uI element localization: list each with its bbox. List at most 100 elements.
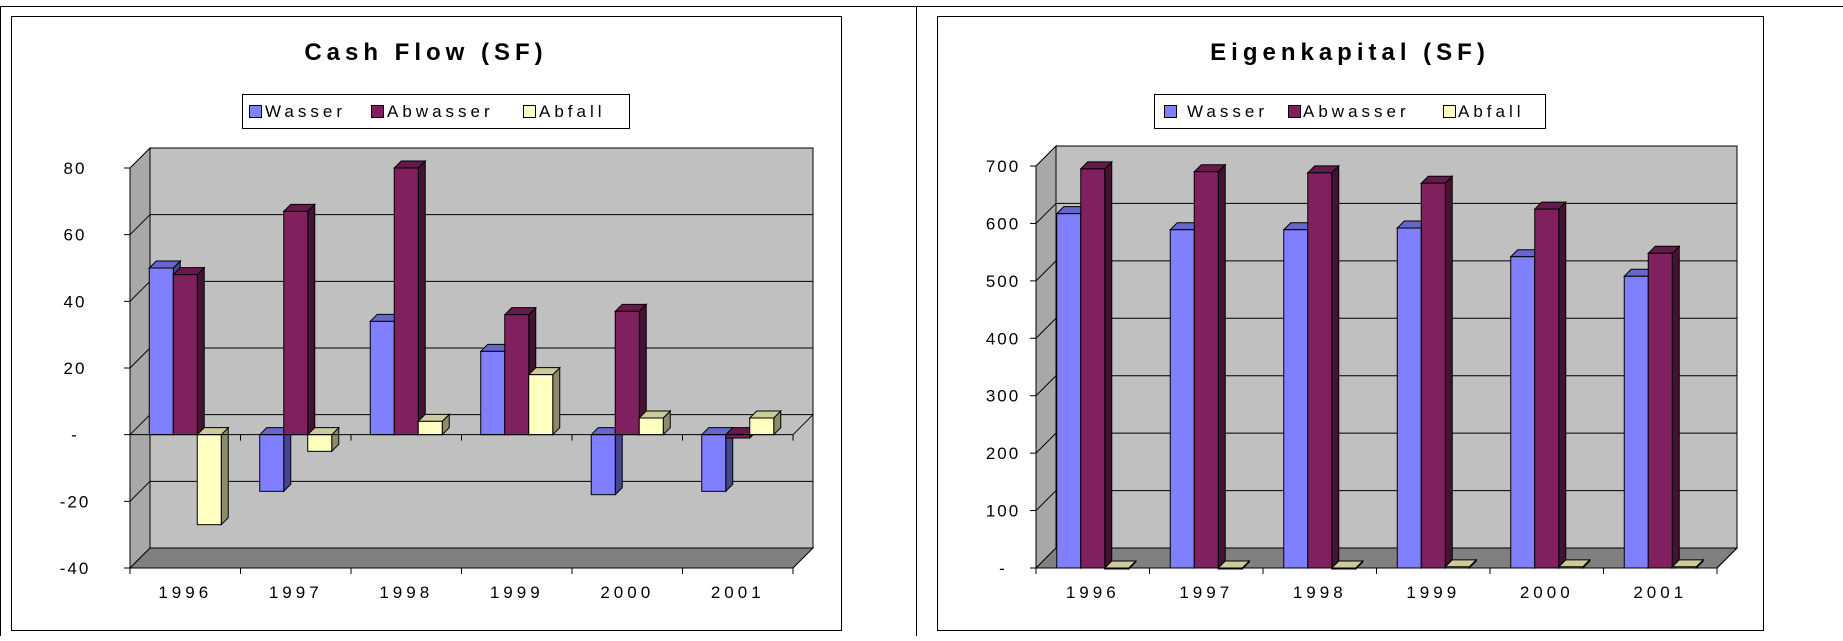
y-tick-label: 200 (986, 444, 1020, 463)
bar-front (1420, 182, 1446, 569)
bar-abwasser-1996 (1079, 160, 1113, 570)
legend-swatch-abwasser (1288, 105, 1301, 118)
bar-side (307, 203, 316, 436)
legend-label-abwasser: Abwasser (1303, 102, 1410, 121)
legend-label-abfall: Abfall (539, 102, 606, 121)
y-tick-label: 300 (986, 387, 1020, 406)
bar-side (1104, 160, 1113, 570)
legend-box (1154, 94, 1546, 129)
gridline (1035, 260, 1057, 282)
legend-swatch-wasser (1164, 105, 1177, 118)
bar-side (1331, 164, 1340, 570)
gridline (129, 347, 151, 369)
bar-front (196, 434, 222, 526)
y-tick-label: 80 (64, 159, 87, 178)
gridline (129, 480, 151, 502)
x-tick-label: 2000 (600, 583, 654, 602)
x-tick-label: 1996 (158, 583, 212, 602)
bar-front (590, 434, 616, 496)
bar-abwasser-2001 (1647, 245, 1681, 570)
bar-front (417, 420, 443, 436)
bar-abfall-1996 (196, 426, 230, 526)
bar-front (701, 434, 727, 492)
bar-abfall-1999 (527, 366, 561, 436)
bar-abfall-2001 (748, 409, 782, 436)
bar-wasser-1997 (1169, 221, 1203, 570)
gridline (1035, 490, 1057, 511)
bar-front (504, 314, 530, 436)
bar-front (749, 417, 775, 436)
plot-side-wall (1035, 144, 1057, 570)
plot-area: 80 60 40 20 - -20 -40 1996 1997 1998 1999 2000 2001 (60, 146, 815, 602)
y-tick-label: -20 (60, 492, 91, 511)
bar-abwasser-1997 (282, 203, 316, 436)
bar-side (1671, 245, 1680, 570)
bar-side (417, 159, 426, 436)
bar-front (1193, 171, 1219, 569)
plot-area: 700 600 500 400 300 200 100 - 1996 1997 1998 1999 20… (986, 144, 1739, 602)
bar-abfall-2001 (1671, 558, 1705, 570)
bar-side (196, 266, 205, 436)
x-tick-label: 1999 (490, 583, 544, 602)
y-tick-label: - (999, 559, 1007, 578)
legend-swatch-wasser (249, 105, 262, 118)
bar-front (1080, 168, 1106, 569)
y-tick-label: 500 (986, 272, 1020, 291)
bar-wasser-1997 (258, 426, 292, 493)
y-tick-label: - (71, 426, 79, 445)
plot-floor (128, 547, 815, 569)
x-tick-label: 1998 (1293, 583, 1347, 602)
bar-abfall-1998 (417, 413, 451, 436)
x-tick-label: 1998 (379, 583, 433, 602)
bar-abwasser-1998 (393, 159, 427, 436)
y-tick-label: 40 (64, 292, 87, 311)
gridline (1035, 432, 1057, 454)
bar-front (1307, 172, 1333, 569)
x-tick-label: 1997 (1179, 583, 1233, 602)
y-tick-label: 20 (64, 359, 87, 378)
bar-side (220, 426, 229, 526)
x-axis-line-depth (792, 414, 814, 436)
bar-abfall-2000 (1557, 558, 1591, 570)
bar-side (614, 426, 623, 496)
bar-side (283, 426, 292, 493)
bar-abfall-1997 (306, 426, 340, 453)
bar-abwasser-1996 (172, 266, 206, 436)
y-tick-label: 600 (986, 214, 1020, 233)
bar-front (1056, 213, 1082, 569)
x-tick-label: 1999 (1406, 583, 1460, 602)
eigenkapital-chart: Eigenkapital (SF) Wasser Abwasser Abfall… (937, 16, 1764, 631)
bar-front (1647, 252, 1673, 569)
legend-label-abfall: Abfall (1458, 102, 1525, 121)
legend-swatch-abwasser (371, 105, 384, 118)
y-tick-label: 100 (986, 502, 1020, 521)
legend-label-wasser: Wasser (265, 102, 346, 121)
bar-front (1396, 227, 1422, 569)
bar-abwasser-1997 (1193, 163, 1227, 570)
bar-abwasser-1999 (1420, 175, 1454, 570)
bar-abwasser-1998 (1306, 164, 1340, 570)
bar-abfall-2000 (638, 409, 672, 436)
legend-box (242, 94, 630, 129)
bar-front (1510, 256, 1536, 569)
x-axis-line-depth (1716, 547, 1738, 569)
legend-label-abwasser: Abwasser (387, 102, 494, 121)
legend-label-wasser: Wasser (1187, 102, 1268, 121)
bar-side (1444, 175, 1453, 570)
x-tick-label: 2001 (1633, 583, 1687, 602)
y-tick-label: 700 (986, 157, 1020, 176)
x-tick-label: 2001 (711, 583, 765, 602)
bar-front (283, 210, 309, 436)
gridline (1035, 203, 1057, 224)
legend: Wasser Abwasser Abfall (242, 94, 630, 129)
legend: Wasser Abwasser Abfall (1154, 94, 1546, 129)
legend-swatch-abfall (523, 105, 536, 118)
bar-wasser-2000 (590, 426, 624, 496)
bar-side (1217, 163, 1226, 570)
bar-front (614, 310, 640, 436)
chart-title: Cash Flow (SF) (304, 39, 547, 66)
bar-front (1169, 229, 1195, 569)
legend-swatch-abfall (1443, 105, 1456, 118)
bar-front (259, 434, 285, 492)
